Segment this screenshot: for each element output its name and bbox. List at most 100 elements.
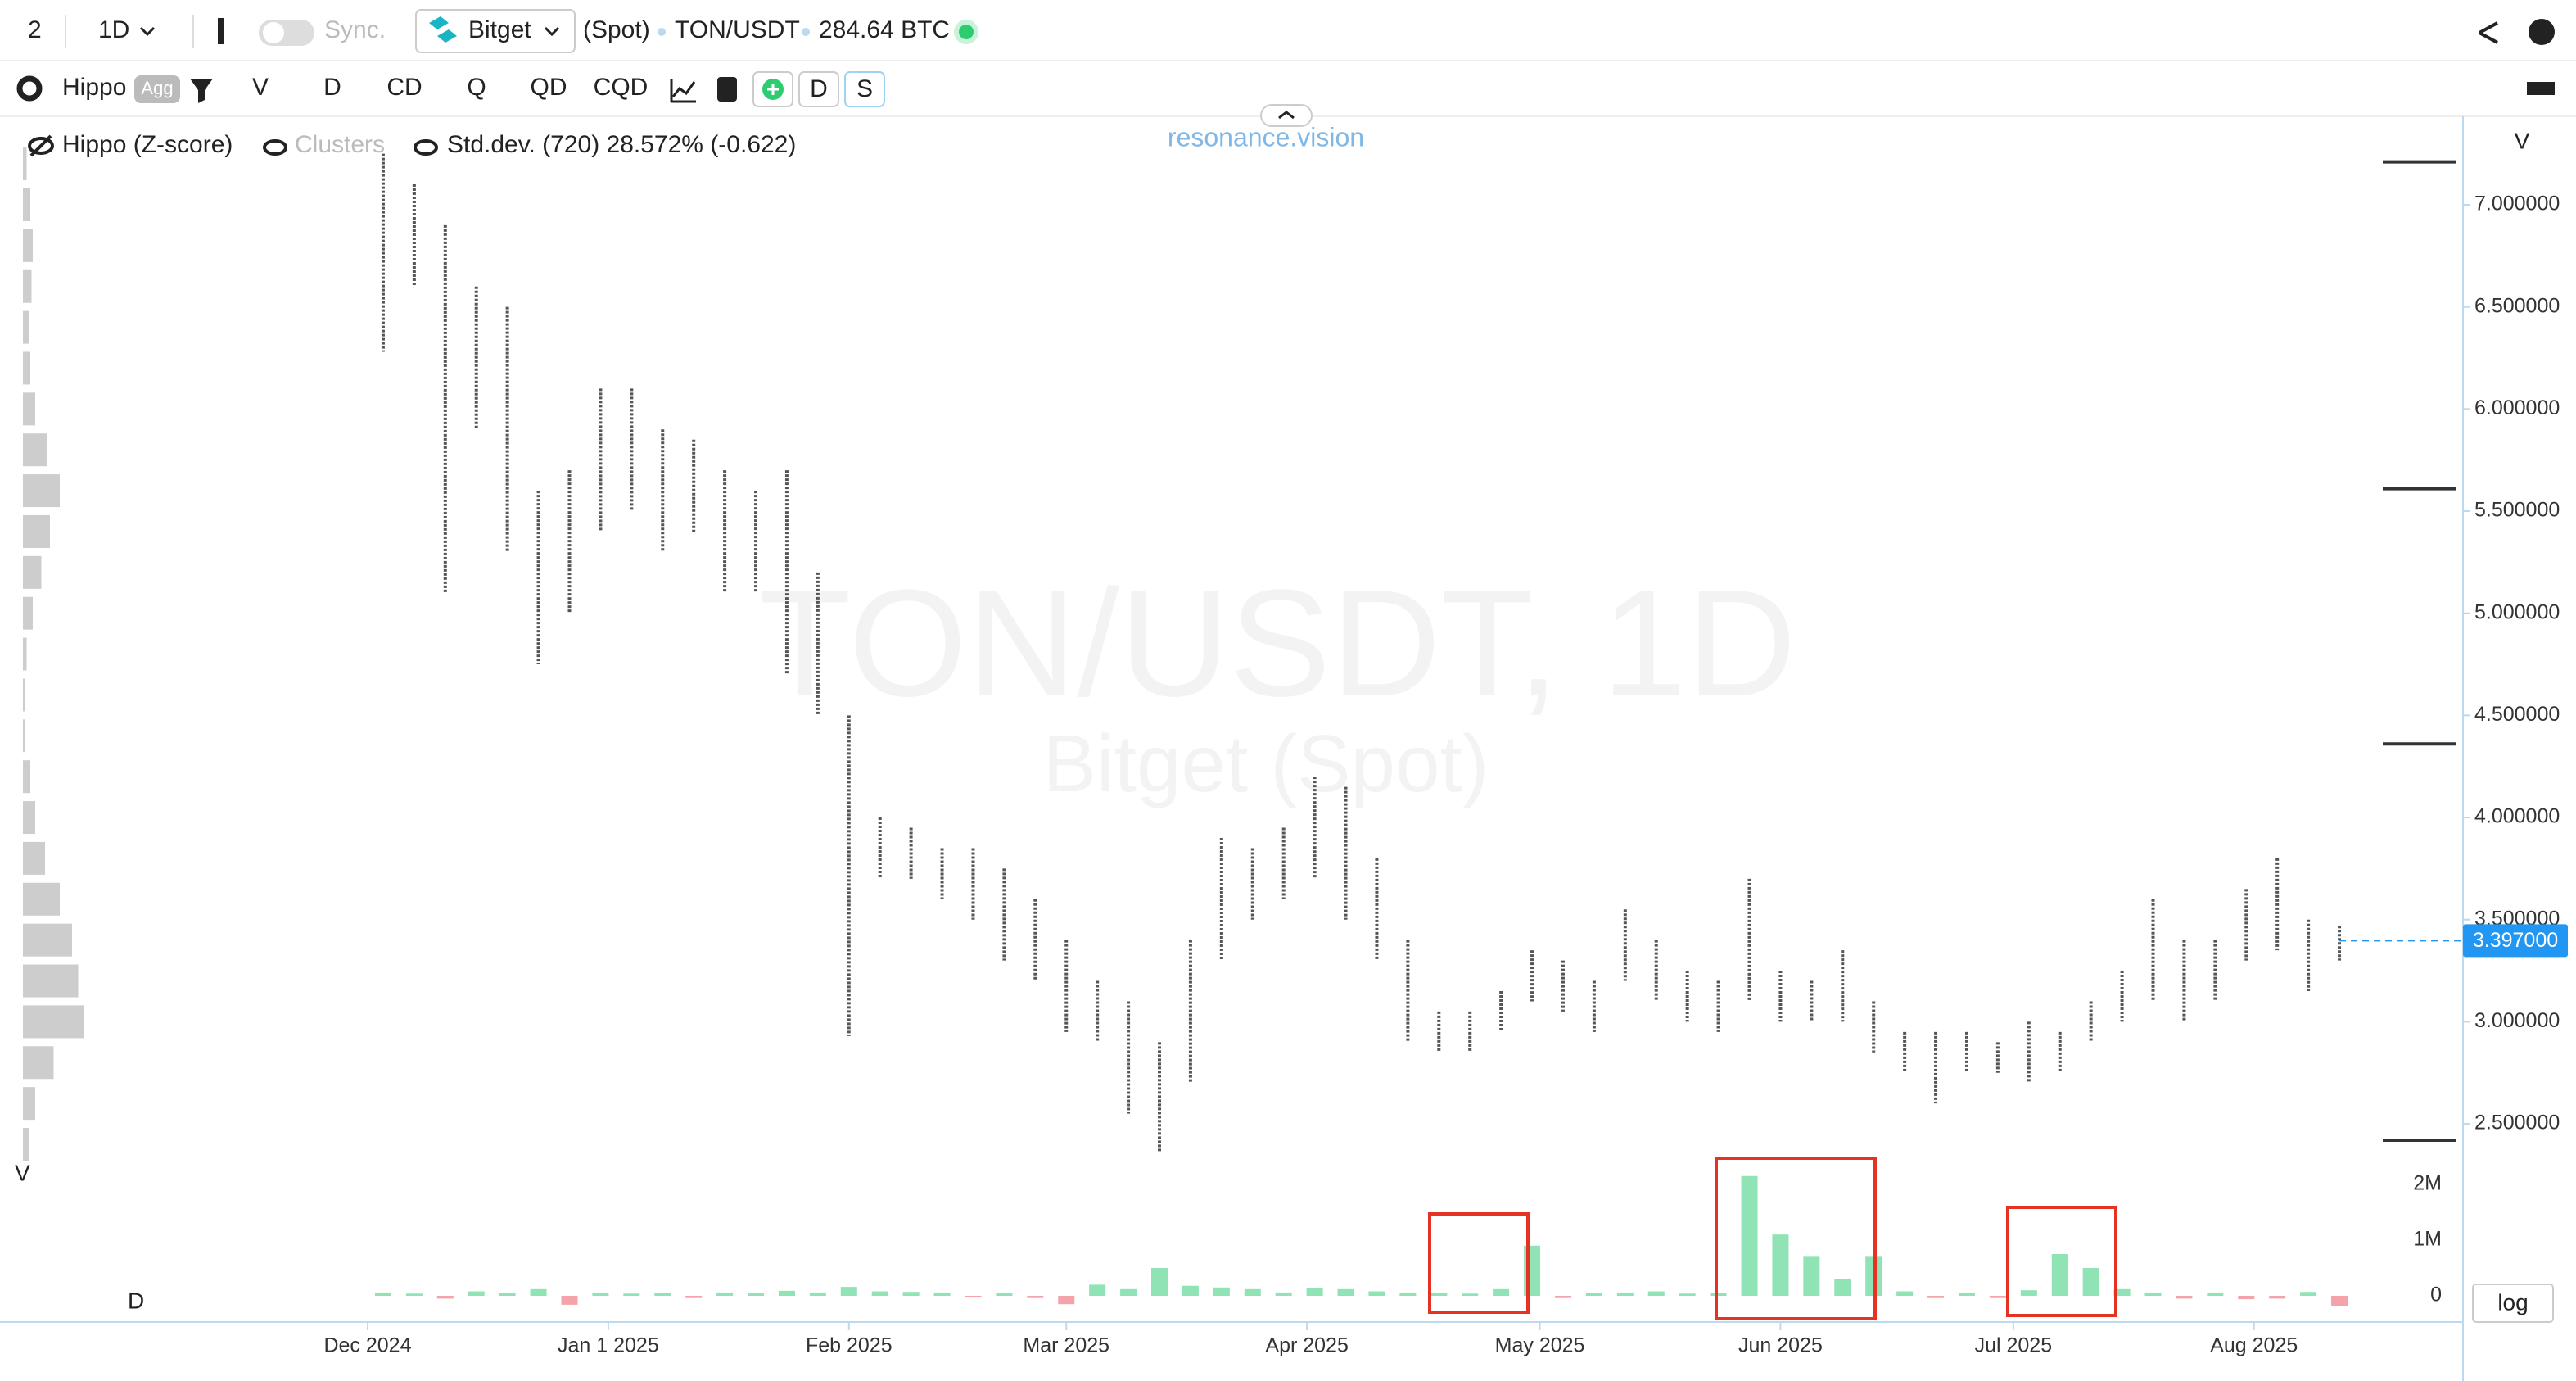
- delta-bar: [1989, 1295, 2006, 1298]
- agg-label: Agg: [141, 78, 173, 98]
- profile-bar: [23, 760, 30, 794]
- profile-bar: [23, 637, 27, 671]
- x-tick-label: Aug 2025: [2210, 1334, 2298, 1357]
- toggle-button[interactable]: [798, 71, 839, 107]
- eye-icon[interactable]: [414, 139, 438, 156]
- delta-bar: [1089, 1284, 1106, 1296]
- delta-bar: [530, 1288, 547, 1296]
- sync-label: Sync.: [324, 16, 386, 43]
- last-price-label: 3.397000: [2473, 929, 2558, 952]
- interval[interactable]: 1D: [98, 16, 129, 43]
- agg-badge[interactable]: [134, 75, 180, 103]
- delta-bar: [1213, 1287, 1230, 1296]
- profile-bar: [23, 841, 45, 875]
- legend-clusters: Clusters: [295, 131, 385, 158]
- delta-bar: [499, 1293, 516, 1296]
- indicator-button[interactable]: QD: [531, 74, 567, 101]
- last-price-box: [2463, 924, 2568, 958]
- bar-icon[interactable]: [218, 18, 224, 44]
- x-tick-label: Mar 2025: [1023, 1334, 1109, 1357]
- separator-dot: [658, 28, 666, 36]
- indicator-buttons: V D CD Q QD CQD: [252, 74, 648, 101]
- delta-label: D: [128, 1288, 144, 1313]
- y-tick-label: 1M: [2413, 1228, 2442, 1251]
- symbol: TON/USDT: [675, 16, 800, 43]
- profile-bar: [23, 555, 42, 589]
- x-tick-label: Dec 2024: [323, 1334, 411, 1357]
- note-icon[interactable]: [717, 77, 737, 102]
- delta-bar: [405, 1293, 423, 1296]
- log-button[interactable]: [2472, 1284, 2554, 1323]
- delta-bar: [1337, 1288, 1354, 1296]
- delta-bar: [2082, 1267, 2099, 1296]
- strike: [29, 134, 52, 157]
- status-dot: [959, 25, 974, 39]
- profile-bar: [23, 964, 79, 998]
- delta-bar: [965, 1295, 982, 1298]
- x-tick-label: Jun 2025: [1738, 1334, 1823, 1357]
- exchange-select[interactable]: [415, 9, 576, 53]
- delta-bar: [1927, 1295, 1945, 1298]
- chevron: [544, 26, 560, 37]
- toggle-button[interactable]: [844, 71, 885, 107]
- delta-bar: [1058, 1295, 1075, 1305]
- profile-bar: [23, 474, 60, 508]
- share-icon[interactable]: [2479, 21, 2498, 44]
- delta-bar: [1616, 1292, 1634, 1296]
- profile-bar: [23, 882, 60, 916]
- profile-bar: [23, 923, 72, 957]
- indicator-button[interactable]: D: [323, 74, 341, 101]
- delta-bar: [654, 1293, 671, 1296]
- y-tick-label: 5.000000: [2474, 600, 2560, 623]
- delta-bar: [716, 1292, 734, 1296]
- delta-bar: [468, 1291, 485, 1296]
- indicator-button[interactable]: CD: [386, 74, 422, 101]
- layout-count[interactable]: 2: [28, 16, 42, 43]
- delta-bar: [2176, 1295, 2193, 1299]
- y-tick-label: 6.500000: [2474, 294, 2560, 317]
- eye-icon[interactable]: [263, 139, 287, 156]
- indicator-button[interactable]: Q: [467, 74, 486, 101]
- plus: [767, 84, 779, 95]
- legend-hippo: Hippo (Z-score): [62, 131, 233, 158]
- chart-icon[interactable]: [670, 79, 696, 103]
- delta-bar: [1151, 1267, 1168, 1296]
- ruler-icon[interactable]: [2527, 82, 2555, 95]
- delta-bar: [778, 1290, 795, 1296]
- delta-bar: [1958, 1293, 1975, 1296]
- delta-bar: [685, 1295, 703, 1298]
- delta-bar: [748, 1293, 765, 1296]
- profile-bar: [23, 1087, 35, 1121]
- filter-icon[interactable]: [190, 79, 213, 103]
- delta-bar: [1554, 1295, 1571, 1298]
- delta-bar: [1244, 1288, 1261, 1296]
- brand: resonance.vision: [1168, 122, 1364, 152]
- delta-bar: [1585, 1293, 1602, 1296]
- delta-bar: [840, 1287, 857, 1296]
- profile-bar: [23, 229, 33, 262]
- y-tick-label: 0: [2430, 1284, 2442, 1306]
- chevron: [139, 26, 156, 37]
- delta-bar: [2144, 1292, 2162, 1296]
- profile-bar: [23, 801, 35, 835]
- delta-bar: [2331, 1295, 2348, 1306]
- delta-bar: [2113, 1288, 2131, 1296]
- collapse-button[interactable]: [1260, 104, 1313, 127]
- settings-icon[interactable]: [16, 75, 43, 102]
- separator-dot: [802, 28, 810, 36]
- toggle-label: D: [810, 75, 828, 102]
- hidden-eye-icon[interactable]: [28, 137, 54, 155]
- help-icon[interactable]: [2529, 19, 2555, 45]
- delta-bar: [374, 1292, 391, 1296]
- indicator-button[interactable]: CQD: [594, 74, 649, 101]
- profile-bar: [23, 514, 50, 548]
- delta-bar: [871, 1291, 888, 1296]
- delta-bar: [1027, 1295, 1044, 1298]
- y-tick-label: 7.000000: [2474, 192, 2560, 215]
- indicator-button[interactable]: V: [252, 74, 269, 101]
- profile-bar: [23, 147, 27, 181]
- highlight-box: [2006, 1206, 2117, 1317]
- profile-bar: [23, 1005, 84, 1039]
- profile-bar: [23, 596, 33, 630]
- delta-bar: [623, 1293, 640, 1296]
